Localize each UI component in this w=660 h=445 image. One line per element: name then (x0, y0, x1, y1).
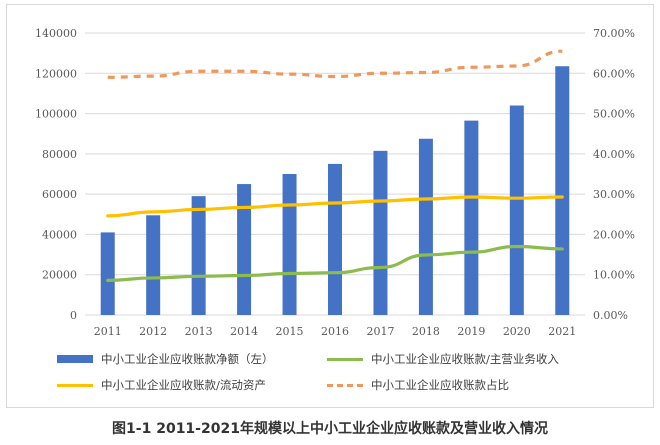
left-axis-ticks: 0 20000 40000 60000 80000 100000 120000 140000 (35, 27, 77, 322)
chart-frame: 0 20000 40000 60000 80000 100000 120000 140000 … (6, 4, 654, 408)
y2-tick-label: 10.00% (593, 269, 635, 282)
y-tick-label: 0 (70, 309, 77, 322)
x-tick-label: 2013 (185, 325, 213, 338)
x-tick-label: 2011 (94, 325, 122, 338)
y-tick-label: 100000 (35, 108, 77, 121)
line-assets-ratio (106, 195, 564, 218)
x-tick-label: 2012 (139, 325, 167, 338)
bar (373, 150, 388, 315)
bar (509, 105, 524, 315)
bar (418, 138, 433, 315)
y-tick-label: 140000 (35, 27, 77, 40)
chart: 020000400006000080000100000120000140000 … (35, 27, 635, 338)
figure-caption: 图1-1 2011-2021年规模以上中小工业企业应收账款及营业收入情况 (112, 421, 548, 437)
legend-swatch-assets-ratio (57, 383, 93, 387)
bar (100, 232, 115, 315)
bar (191, 196, 206, 315)
x-tick-label: 2016 (321, 325, 349, 338)
x-tick-label: 2015 (276, 325, 304, 338)
y2-tick-label: 30.00% (593, 188, 635, 201)
bar (328, 163, 342, 315)
bar (555, 66, 570, 315)
x-tick-label: 2021 (548, 325, 576, 338)
bar (237, 184, 252, 315)
y2-tick-label: 60.00% (593, 67, 635, 80)
legend-item-share: 中小工业企业应收账款占比 (327, 377, 509, 393)
legend-item-revenue-ratio: 中小工业企业应收账款/主营业务收入 (327, 351, 559, 367)
y2-tick-label: 0.00% (593, 309, 628, 322)
y-tick-label: 40000 (42, 228, 77, 241)
x-tick-label: 2018 (412, 325, 440, 338)
y2-tick-label: 50.00% (593, 108, 635, 121)
legend-swatch-revenue-ratio (327, 357, 363, 361)
y-tick-label: 60000 (42, 188, 77, 201)
bar (464, 120, 479, 315)
x-axis-ticks: 2011 2012 2013 2014 2015 2016 2017 2018 2019 2020… (94, 325, 577, 338)
bar (282, 174, 297, 315)
legend: 中小工业企业应收账款净额（左） 中小工业企业应收账款/主营业务收入 中小工业企业… (57, 349, 637, 401)
y-tick-label: 20000 (42, 269, 77, 282)
legend-item-bar: 中小工业企业应收账款净额（左） (57, 351, 274, 367)
legend-label-bar: 中小工业企业应收账款净额（左） (101, 352, 274, 366)
legend-label-assets-ratio: 中小工业企业应收账款/流动资产 (101, 378, 266, 392)
legend-label-revenue-ratio: 中小工业企业应收账款/主营业务收入 (371, 352, 559, 366)
y2-tick-label: 20.00% (593, 228, 635, 241)
y-tick-label: 120000 (35, 67, 77, 80)
x-tick-label: 2014 (230, 325, 258, 338)
y2-tick-label: 40.00% (593, 148, 635, 161)
bar-series (100, 66, 570, 315)
line-receivables-share (107, 49, 563, 79)
y-tick-label: 80000 (42, 148, 77, 161)
x-tick-label: 2019 (457, 325, 485, 338)
legend-swatch-share (327, 383, 363, 387)
line-series (106, 49, 564, 282)
y2-tick-label: 70.00% (593, 27, 635, 40)
x-tick-label: 2017 (366, 325, 394, 338)
legend-item-assets-ratio: 中小工业企业应收账款/流动资产 (57, 377, 266, 393)
legend-label-share: 中小工业企业应收账款占比 (371, 378, 509, 392)
bar (146, 215, 161, 315)
right-axis-ticks: 0.00% 10.00% 20.00% 30.00% 40.00% 50.00% 60.00… (593, 27, 635, 322)
x-tick-label: 2020 (503, 325, 531, 338)
line-revenue-ratio (106, 244, 564, 282)
legend-swatch-bar (57, 355, 93, 363)
